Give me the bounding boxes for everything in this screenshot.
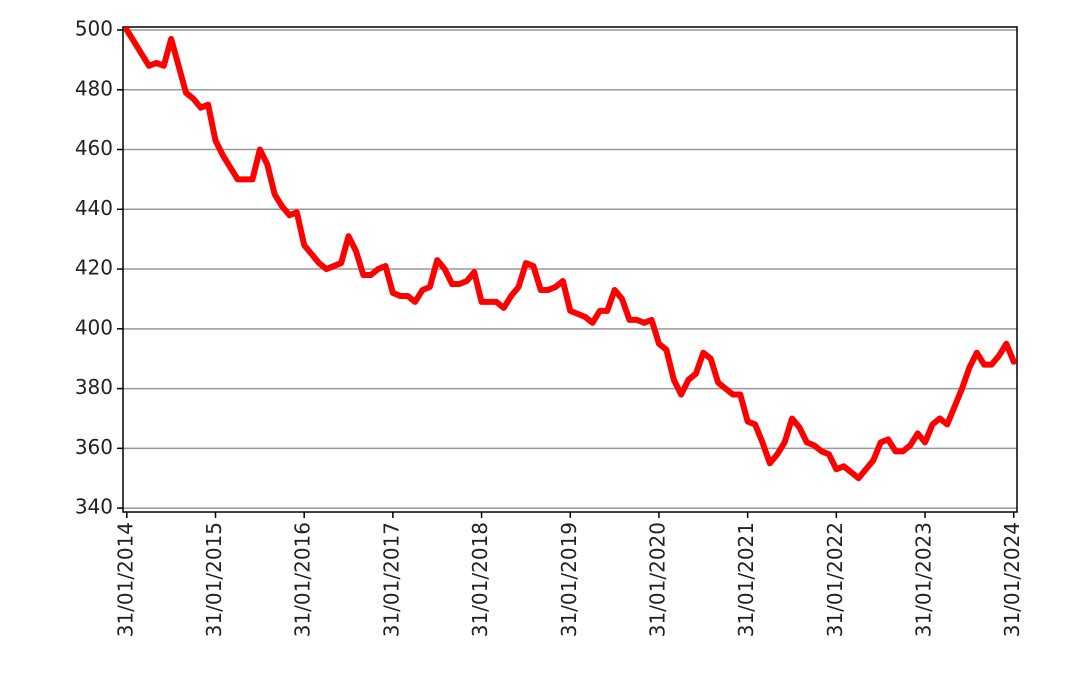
y-tick-label: 340 bbox=[75, 495, 113, 519]
x-tick-label: 31/01/2014 bbox=[113, 522, 137, 637]
plot-frame bbox=[122, 26, 1018, 513]
x-tick-label: 31/01/2015 bbox=[202, 522, 226, 637]
x-tick-label: 31/01/2016 bbox=[291, 522, 315, 637]
x-tick-label: 31/01/2023 bbox=[912, 522, 936, 637]
y-tick-label: 440 bbox=[75, 196, 113, 220]
y-tick-label: 460 bbox=[75, 136, 113, 160]
x-tick-label: 31/01/2020 bbox=[645, 522, 669, 637]
x-tick-label: 31/01/2019 bbox=[557, 522, 581, 637]
y-tick-label: 480 bbox=[75, 76, 113, 100]
data-line bbox=[123, 26, 1017, 482]
y-tick-label: 420 bbox=[75, 256, 113, 280]
x-tick-label: 31/01/2017 bbox=[379, 522, 403, 637]
y-tick-label: 500 bbox=[75, 16, 113, 40]
x-tick-label: 31/01/2022 bbox=[823, 522, 847, 637]
x-tick-label: 31/01/2024 bbox=[1000, 522, 1024, 637]
x-tick-label: 31/01/2021 bbox=[734, 522, 758, 637]
x-tick-label: 31/01/2018 bbox=[468, 522, 492, 637]
y-tick-label: 380 bbox=[75, 375, 113, 399]
y-tick-label: 360 bbox=[75, 435, 113, 459]
y-tick-label: 400 bbox=[75, 315, 113, 339]
